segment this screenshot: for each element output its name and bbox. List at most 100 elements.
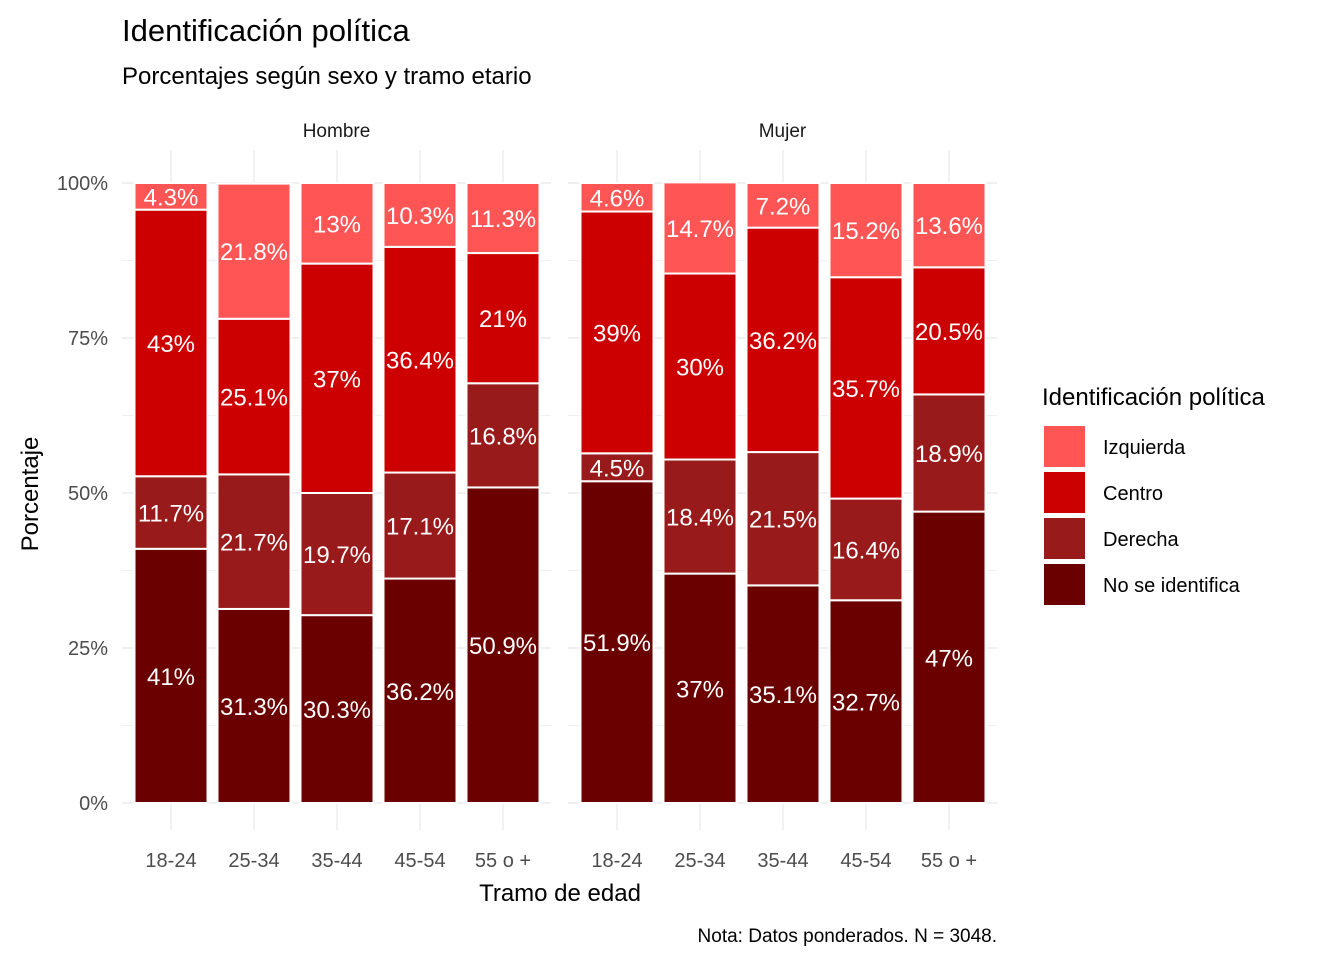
bar-segment xyxy=(133,547,209,804)
bar-data-label: 47% xyxy=(925,645,973,672)
facet-panel-mujer: Mujer 51.9% 4.5% 39% 4.6% 18-24 37% 18.4% 30% 14.… xyxy=(568,121,997,872)
bar-segment xyxy=(382,182,458,248)
bar-data-label: 10.3% xyxy=(386,203,454,230)
legend-swatch xyxy=(1044,472,1085,513)
bar-data-label: 32.7% xyxy=(832,690,900,717)
x-tick-label: 25-34 xyxy=(228,850,279,872)
bar-segment xyxy=(579,452,655,483)
bar-data-label: 16.4% xyxy=(832,537,900,564)
bar-segment xyxy=(299,262,375,494)
bar-segment xyxy=(828,497,904,602)
bar-segment xyxy=(382,471,458,580)
bar-segment xyxy=(133,475,209,550)
legend-label: No se identifica xyxy=(1103,575,1241,597)
plot-panels: Hombre 41% 11.7% 43% 4.3% 18-24 31.3% 21.7% 25.1… xyxy=(122,121,997,872)
bar-data-label: 25.1% xyxy=(220,385,288,412)
facet-strip-label: Mujer xyxy=(759,121,807,142)
bar-segment xyxy=(662,458,738,575)
bar-segment xyxy=(299,614,375,805)
bar-data-label: 37% xyxy=(313,366,361,393)
chart-subtitle: Porcentajes según sexo y tramo etario xyxy=(122,63,532,90)
bar-segment xyxy=(662,181,738,275)
bar-segment xyxy=(465,382,541,489)
y-axis-title: Porcentaje xyxy=(17,437,44,552)
bar-segment xyxy=(133,182,209,211)
bar-segment xyxy=(216,317,292,476)
bar-data-label: 13.6% xyxy=(915,213,983,240)
bar-segment xyxy=(382,577,458,804)
bar-segment xyxy=(579,182,655,213)
bar-segment xyxy=(465,486,541,804)
x-tick-label: 35-44 xyxy=(311,850,362,872)
bar-segment xyxy=(299,182,375,265)
y-tick-label: 100% xyxy=(57,173,108,195)
legend-label: Izquierda xyxy=(1103,437,1186,459)
bar-segment xyxy=(745,584,821,804)
chart-caption: Nota: Datos ponderados. N = 3048. xyxy=(698,926,997,947)
bar-data-label: 16.8% xyxy=(469,423,537,450)
bar-segment xyxy=(828,182,904,279)
bar-data-label: 50.9% xyxy=(469,633,537,660)
bar-segment xyxy=(465,252,541,385)
bar-segment xyxy=(216,182,292,320)
bar-data-label: 20.5% xyxy=(915,319,983,346)
bar-data-label: 18.4% xyxy=(666,505,734,532)
bar-data-label: 36.4% xyxy=(386,348,454,375)
bar-data-label: 4.6% xyxy=(590,185,645,212)
x-tick-label: 25-34 xyxy=(674,850,725,872)
bar-segment xyxy=(299,492,375,617)
bar-data-label: 43% xyxy=(147,331,195,358)
x-tick-label: 35-44 xyxy=(757,850,808,872)
bar-data-label: 19.7% xyxy=(303,542,371,569)
bar-data-label: 11.3% xyxy=(470,206,536,233)
legend-swatch xyxy=(1044,564,1085,605)
bar-segment xyxy=(911,393,987,513)
bar-data-label: 14.7% xyxy=(666,216,734,243)
facet-strip-label: Hombre xyxy=(303,121,371,142)
bar-data-label: 21.5% xyxy=(749,507,817,534)
x-tick-label: 18-24 xyxy=(591,850,642,872)
bar-segment xyxy=(828,599,904,805)
bar-data-label: 51.9% xyxy=(583,630,651,657)
y-tick-label: 25% xyxy=(68,638,108,660)
legend-swatch xyxy=(1044,426,1085,467)
bar-data-label: 13% xyxy=(313,211,361,238)
legend-label: Derecha xyxy=(1103,529,1179,551)
x-tick-label: 45-54 xyxy=(394,850,445,872)
bar-data-label: 21% xyxy=(479,306,527,333)
y-tick-label: 75% xyxy=(68,328,108,350)
bar-segment xyxy=(465,182,541,255)
bar-segment xyxy=(382,245,458,474)
y-tick-label: 0% xyxy=(79,793,108,815)
bar-data-label: 4.3% xyxy=(144,184,199,211)
legend-title: Identificación política xyxy=(1042,384,1265,411)
legend: Identificación política Izquierda Centro D… xyxy=(1042,384,1265,605)
bar-segment xyxy=(745,226,821,454)
x-axis-title: Tramo de edad xyxy=(479,880,641,907)
bar-segment xyxy=(662,272,738,461)
bar-data-label: 21.7% xyxy=(220,530,288,557)
bar-data-label: 37% xyxy=(676,676,724,703)
x-tick-label: 55 o + xyxy=(921,850,977,872)
legend-label: Centro xyxy=(1103,483,1163,505)
bar-data-label: 17.1% xyxy=(386,514,454,541)
chart-title: Identificación política xyxy=(122,13,411,48)
bar-data-label: 41% xyxy=(147,664,195,691)
bar-data-label: 15.2% xyxy=(832,218,900,245)
bar-segment xyxy=(911,182,987,269)
bar-data-label: 11.7% xyxy=(138,501,204,528)
bar-segment xyxy=(579,210,655,455)
bar-data-label: 36.2% xyxy=(386,679,454,706)
bar-data-label: 30.3% xyxy=(303,697,371,724)
bar-segment xyxy=(662,572,738,804)
bar-segment xyxy=(216,473,292,610)
x-tick-label: 55 o + xyxy=(475,850,531,872)
bar-segment xyxy=(828,276,904,500)
y-tick-label: 50% xyxy=(68,483,108,505)
bar-data-label: 35.7% xyxy=(832,376,900,403)
bar-data-label: 31.3% xyxy=(220,694,288,721)
x-tick-label: 45-54 xyxy=(840,850,891,872)
bar-segment xyxy=(745,182,821,229)
bar-data-label: 4.5% xyxy=(590,455,645,482)
